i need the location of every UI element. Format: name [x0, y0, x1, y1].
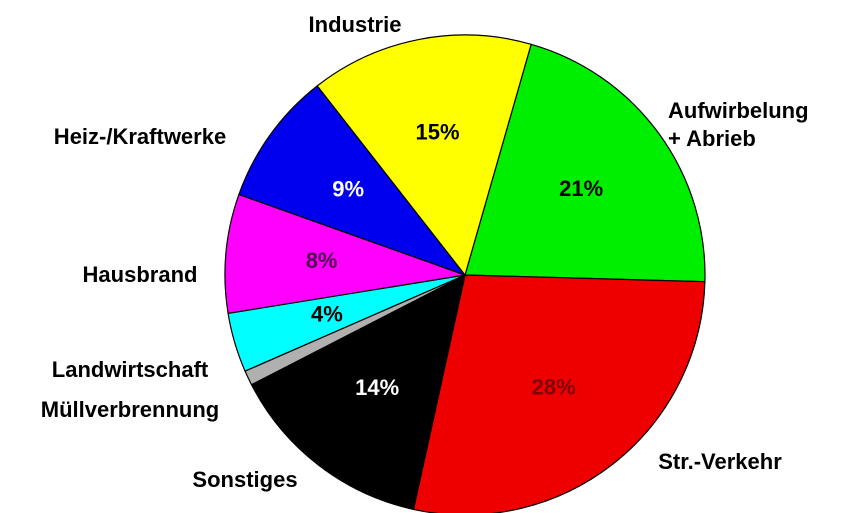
- value-label: 9%: [332, 177, 364, 202]
- category-label: Hausbrand: [82, 262, 198, 287]
- value-label: 15%: [416, 119, 460, 144]
- category-label: Landwirtschaft: [51, 357, 209, 382]
- value-label: 4%: [311, 301, 343, 326]
- category-label: Müllverbrennung: [40, 397, 220, 422]
- pie-slice: [250, 273, 466, 511]
- pie-slice: [412, 274, 706, 513]
- value-label: 14%: [355, 375, 399, 400]
- pie-slice: [464, 43, 706, 283]
- value-label: 28%: [532, 374, 576, 399]
- category-label: Str.-Verkehr: [658, 449, 782, 474]
- category-label: Industrie: [308, 12, 402, 37]
- value-label: 8%: [306, 248, 338, 273]
- category-label: Aufwirbelung + Abrieb: [668, 98, 809, 151]
- pie-slice: [224, 193, 466, 315]
- pie-slice: [316, 34, 532, 277]
- pie-slice: [238, 85, 467, 277]
- category-label: Heiz-/Kraftwerke: [53, 124, 227, 149]
- category-label: Sonstiges: [192, 467, 298, 492]
- value-label: 21%: [559, 176, 603, 201]
